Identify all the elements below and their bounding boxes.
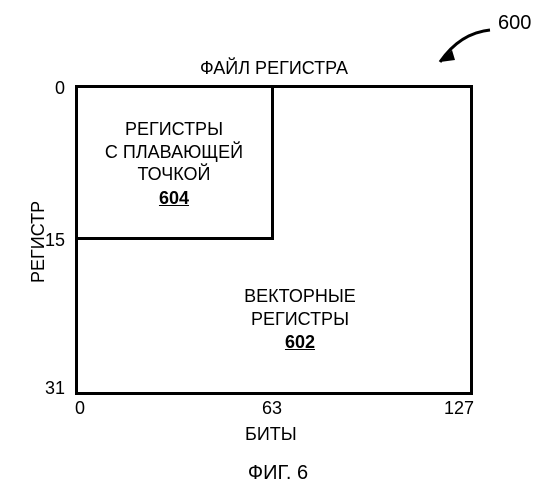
fp-label-line3: ТОЧКОЙ [84, 163, 264, 186]
diagram-canvas: 600 ФАЙЛ РЕГИСТРА РЕГИСТРЫ С ПЛАВАЮЩЕЙ Т… [0, 0, 556, 500]
fp-label-line1: РЕГИСТРЫ [84, 118, 264, 141]
x-tick-0: 0 [75, 398, 85, 419]
vector-registers-label-group: ВЕКТОРНЫЕ РЕГИСТРЫ 602 [200, 285, 400, 353]
y-axis-label: РЕГИСТР [28, 201, 49, 283]
vec-label-line1: ВЕКТОРНЫЕ [200, 285, 400, 308]
y-tick-0: 0 [55, 78, 65, 99]
fp-label-line2: С ПЛАВАЮЩЕЙ [84, 141, 264, 164]
y-tick-31: 31 [45, 378, 65, 399]
vec-ref: 602 [200, 332, 400, 353]
fp-registers-label-group: РЕГИСТРЫ С ПЛАВАЮЩЕЙ ТОЧКОЙ 604 [84, 118, 264, 209]
x-tick-63: 63 [262, 398, 282, 419]
figure-caption: ФИГ. 6 [0, 462, 556, 485]
diagram-title: ФАЙЛ РЕГИСТРА [75, 58, 473, 79]
fp-ref: 604 [84, 188, 264, 209]
x-axis-label: БИТЫ [245, 424, 297, 445]
vec-label-line2: РЕГИСТРЫ [200, 308, 400, 331]
x-tick-127: 127 [444, 398, 474, 419]
